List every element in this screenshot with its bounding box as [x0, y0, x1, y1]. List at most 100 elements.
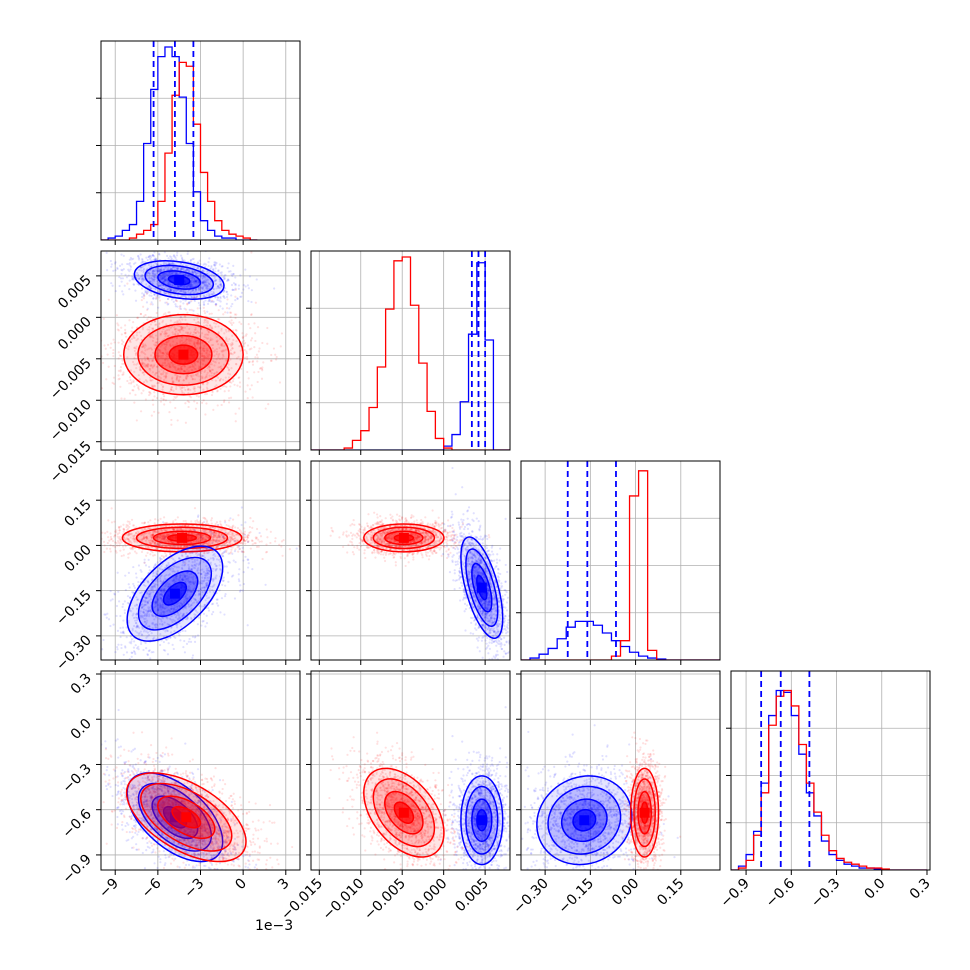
scatter-point-red	[129, 547, 132, 550]
scatter-point-blue	[196, 275, 200, 278]
scatter-point-red	[164, 529, 167, 532]
scatter-point-red	[232, 377, 235, 380]
scatter-point-red	[106, 530, 109, 534]
scatter-point-red	[225, 307, 229, 310]
scatter-point-red	[174, 396, 177, 399]
scatter-point-red	[135, 345, 138, 348]
scatter-point-blue	[157, 570, 160, 573]
scatter-point-red	[175, 321, 178, 324]
scatter-point-blue	[196, 266, 200, 269]
scatter-point-red	[165, 332, 168, 335]
scatter-point-blue	[155, 573, 158, 576]
scatter-point-red	[222, 363, 226, 366]
scatter-point-blue	[194, 279, 197, 282]
scatter-point-red	[228, 519, 231, 522]
scatter-point-blue	[173, 570, 176, 573]
scatter-point-red	[164, 340, 168, 344]
scatter-point-red	[141, 350, 144, 353]
scatter-point-blue	[223, 565, 226, 568]
scatter-point-red	[202, 358, 206, 361]
scatter-point-red	[212, 539, 215, 542]
scatter-point-red	[198, 366, 201, 369]
scatter-point-red	[197, 395, 200, 398]
scatter-point-red	[228, 396, 231, 400]
scatter-point-red	[225, 549, 228, 552]
scatter-point-red	[157, 543, 160, 546]
scatter-point-red	[242, 335, 245, 338]
scatter-point-red	[120, 333, 123, 336]
scatter-point-blue	[183, 576, 186, 579]
scatter-point-red	[203, 356, 206, 359]
scatter-point-red	[194, 373, 197, 376]
scatter-point-blue	[165, 277, 168, 280]
scatter-point-blue	[158, 290, 162, 294]
scatter-point-red	[174, 369, 178, 372]
scatter-point-red	[222, 536, 225, 539]
scatter-point-blue	[162, 276, 165, 279]
scatter-point-red	[178, 368, 181, 371]
scatter-point-blue	[137, 278, 140, 281]
scatter-point-blue	[188, 595, 192, 598]
scatter-point-red	[144, 364, 147, 367]
scatter-point-red	[164, 333, 167, 336]
scatter-point-red	[182, 329, 185, 332]
scatter-point-blue	[205, 283, 208, 286]
scatter-point-red	[125, 528, 129, 531]
scatter-point-blue	[159, 270, 162, 273]
scatter-point-red	[149, 541, 152, 545]
scatter-point-blue	[203, 295, 206, 298]
scatter-point-blue	[169, 289, 172, 292]
scatter-point-red	[230, 536, 233, 539]
scatter-point-red	[231, 525, 234, 528]
scatter-point-blue	[131, 277, 135, 281]
scatter-point-red	[117, 351, 120, 354]
scatter-point-red	[179, 546, 183, 549]
scatter-point-red	[190, 374, 193, 377]
scatter-point-red	[202, 547, 205, 551]
scatter-point-blue	[186, 275, 190, 278]
scatter-point-red	[217, 309, 220, 312]
scatter-point-blue	[146, 601, 150, 605]
scatter-point-red	[143, 373, 146, 376]
scatter-point-red	[184, 315, 187, 318]
scatter-point-red	[183, 365, 187, 368]
scatter-point-red	[243, 536, 246, 539]
scatter-point-red	[222, 313, 225, 316]
scatter-point-red	[204, 413, 207, 416]
scatter-point-red	[148, 393, 151, 397]
scatter-point-red	[151, 351, 155, 354]
scatter-point-red	[166, 359, 169, 362]
scatter-point-blue	[170, 288, 173, 291]
scatter-point-red	[188, 365, 191, 369]
scatter-point-blue	[167, 292, 170, 295]
scatter-point-red	[246, 384, 249, 387]
scatter-point-blue	[153, 293, 156, 296]
scatter-point-blue	[128, 288, 131, 291]
scatter-point-red	[166, 335, 169, 338]
scatter-point-red	[202, 521, 205, 524]
scatter-point-red	[157, 519, 160, 522]
scatter-point-red	[193, 318, 196, 321]
scatter-point-blue	[146, 291, 150, 294]
scatter-point-blue	[193, 586, 196, 590]
scatter-point-blue	[239, 589, 242, 592]
scatter-point-blue	[207, 265, 210, 268]
scatter-point-blue	[154, 262, 157, 265]
scatter-point-blue	[131, 607, 134, 610]
scatter-point-blue	[209, 557, 212, 560]
scatter-point-red	[156, 542, 159, 546]
scatter-point-blue	[158, 602, 162, 605]
scatter-point-blue	[122, 267, 125, 271]
scatter-point-blue	[234, 282, 237, 286]
scatter-point-red	[158, 370, 161, 373]
scatter-point-blue	[181, 285, 184, 288]
scatter-point-red	[202, 347, 205, 350]
scatter-point-red	[150, 542, 153, 545]
scatter-point-blue	[223, 595, 227, 598]
scatter-point-blue	[175, 254, 179, 257]
scatter-point-red	[199, 530, 203, 533]
scatter-point-blue	[151, 254, 154, 257]
scatter-point-red	[235, 329, 238, 332]
scatter-point-blue	[143, 558, 146, 561]
